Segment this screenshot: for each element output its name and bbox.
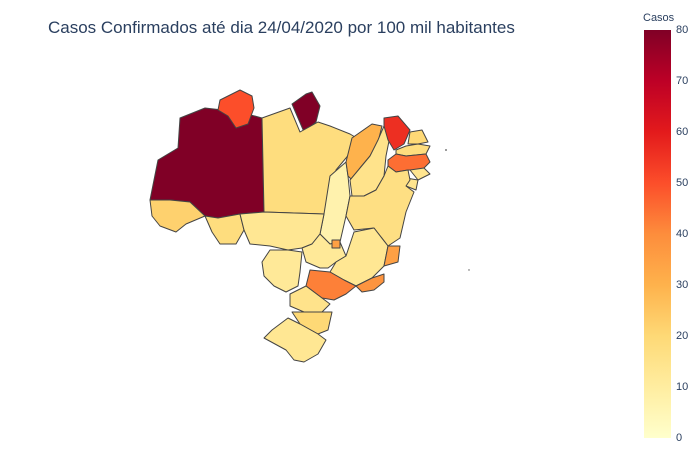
state-MS <box>261 249 303 293</box>
colorbar-tick: 30 <box>676 279 689 291</box>
colorbar <box>644 30 671 438</box>
colorbar-tick: 10 <box>676 381 689 393</box>
colorbar-title: Casos <box>643 12 675 24</box>
state-RR <box>217 89 255 129</box>
state-BA <box>345 165 415 247</box>
state-RN <box>407 129 429 145</box>
state-DF <box>331 239 341 249</box>
state-RJ <box>355 273 385 293</box>
colorbar-tick: 40 <box>676 228 689 240</box>
colorbar-tick: 50 <box>676 177 689 189</box>
colorbar-tick: 80 <box>676 24 689 36</box>
colorbar-tick: 20 <box>676 330 689 342</box>
island-marker <box>445 149 447 151</box>
colorbar-tick: 60 <box>676 126 689 138</box>
state-AP <box>291 91 321 133</box>
state-AC <box>149 199 206 233</box>
state-ES <box>383 245 401 267</box>
states-layer <box>149 89 431 363</box>
colorbar-tick: 70 <box>676 75 689 87</box>
island-marker <box>468 269 470 271</box>
colorbar-tick: 0 <box>676 432 683 444</box>
state-RS <box>263 317 327 363</box>
state-PR <box>289 285 331 313</box>
state-RO <box>204 213 245 245</box>
state-AL <box>409 167 431 181</box>
map-title: Casos Confirmados até dia 24/04/2020 por… <box>48 18 515 37</box>
state-CE <box>383 115 411 151</box>
